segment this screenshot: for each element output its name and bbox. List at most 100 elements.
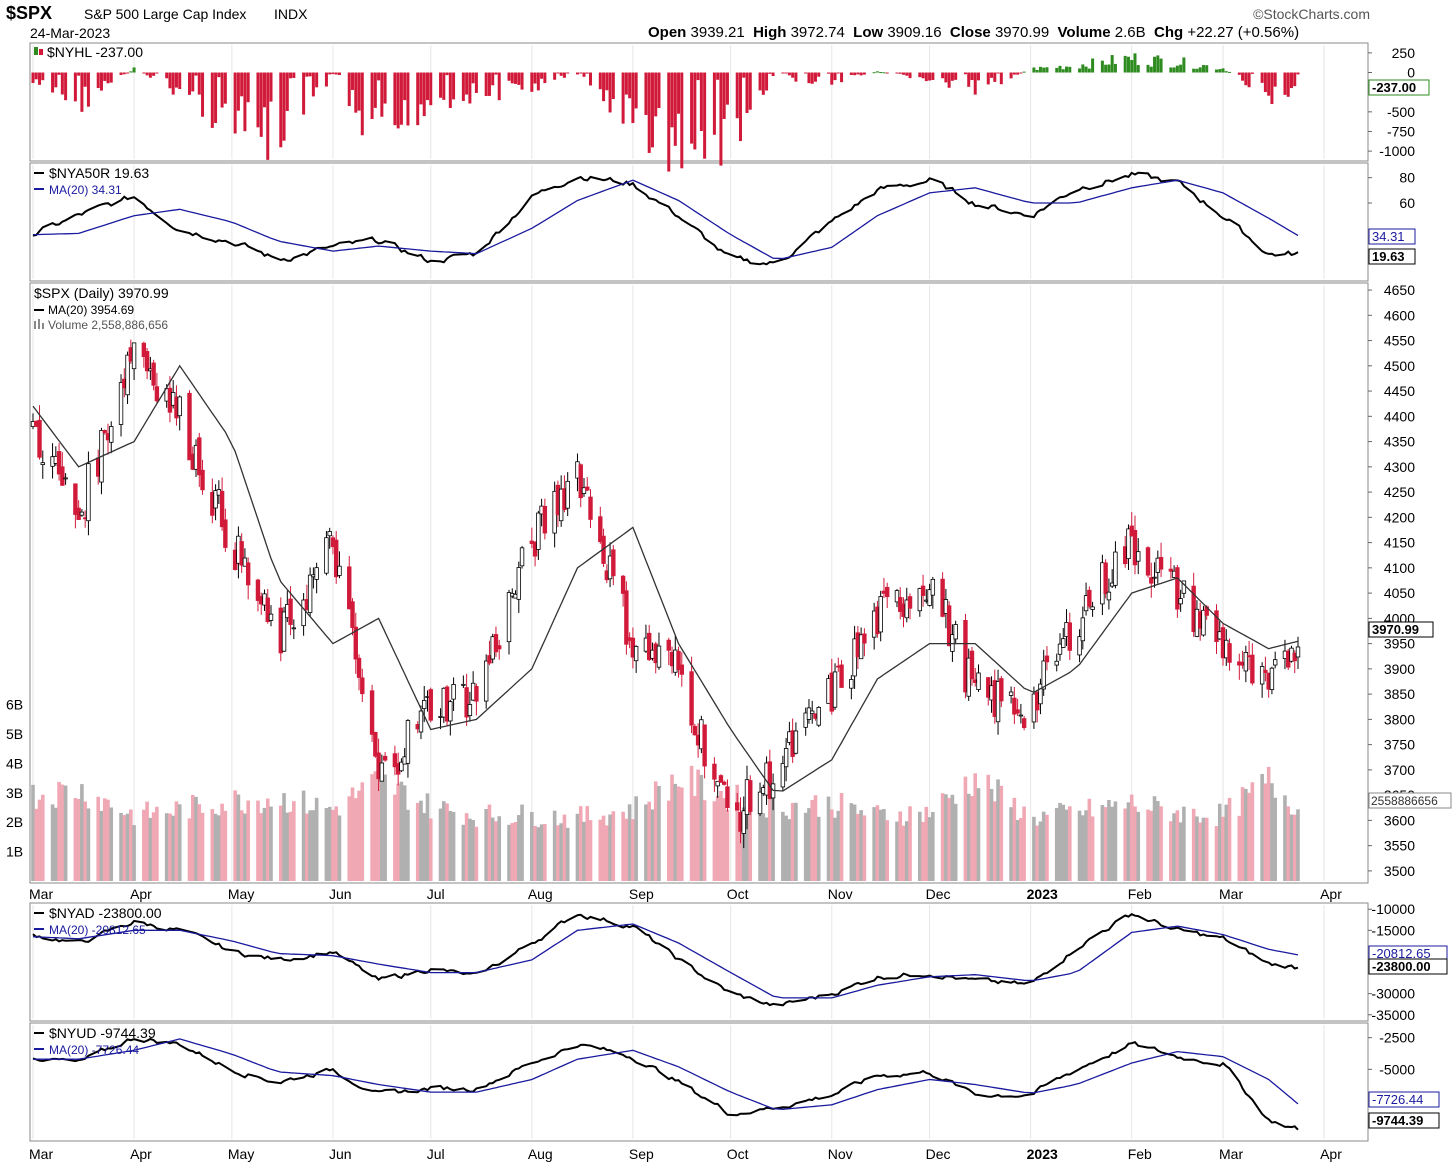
nyhl-bar	[804, 72, 808, 74]
volume-bar	[859, 810, 863, 881]
volume-bar	[1133, 806, 1137, 881]
nyad-panel-frame	[29, 902, 1369, 1022]
volume-bar	[262, 807, 267, 881]
volume-bar	[31, 784, 35, 881]
nyhl-bar	[1009, 72, 1013, 79]
open-label: Open	[648, 24, 687, 41]
spx-candle-body	[350, 601, 355, 628]
volume-bar	[807, 808, 811, 881]
volume-tick-label: 2B	[6, 814, 23, 830]
volume-bar	[445, 803, 449, 881]
spx-candle-body	[187, 392, 192, 461]
volume-bar	[872, 807, 876, 881]
spx-candle-body	[467, 704, 473, 717]
spx-candle-body	[904, 599, 909, 619]
volume-bar	[901, 825, 906, 881]
volume-bar	[197, 804, 202, 881]
volume-label: Volume	[1057, 24, 1111, 41]
volume-bar	[878, 809, 883, 881]
volume-bar	[562, 814, 567, 881]
volume-bar	[243, 813, 247, 881]
nyhl-bar	[879, 72, 883, 74]
volume-bar	[96, 796, 101, 881]
volume-bar	[1156, 800, 1160, 881]
volume-bar	[484, 808, 488, 881]
nyhl-bar	[220, 72, 224, 108]
nyhl-bar	[236, 72, 240, 111]
spx-price-tick-label: 4600	[1384, 307, 1415, 323]
nyhl-bar	[1136, 65, 1140, 73]
x-tick-label: Jun	[329, 886, 352, 902]
nyhl-bar	[1022, 71, 1026, 73]
nyud-panel	[32, 1037, 1299, 1131]
nyhl-bar	[266, 72, 270, 160]
spx-price-tick-label: 4450	[1384, 383, 1415, 399]
spx-price-tick-label: 3600	[1384, 812, 1415, 828]
nyhl-bar	[64, 72, 68, 101]
volume-bar	[334, 806, 339, 881]
nyhl-bar	[292, 72, 296, 78]
nyhl-bar	[696, 72, 700, 81]
volume-bar	[536, 827, 541, 881]
nyhl-bar	[722, 72, 726, 120]
nyhl-bar	[302, 72, 306, 115]
spx-candle-body	[620, 575, 626, 594]
volume-bar	[142, 809, 146, 881]
nyhl-bar	[768, 72, 772, 74]
nyhl-bar	[1247, 72, 1251, 88]
panel-frames	[29, 42, 1369, 1142]
nyhl-bar	[673, 72, 677, 146]
nyhl-bar	[986, 72, 990, 85]
volume-bar	[516, 815, 521, 881]
nyhl-bar	[1270, 72, 1274, 105]
nyhl-bar	[905, 72, 909, 76]
spx-candle-body	[565, 480, 570, 509]
volume-bar	[680, 787, 684, 881]
volume-bar	[1159, 806, 1163, 881]
volume-bar	[745, 795, 749, 881]
spx-candle-body	[885, 586, 890, 598]
nyad-legend: $NYAD -23800.00 MA(20) -20812.65	[34, 905, 162, 937]
volume-bar	[164, 813, 169, 881]
spx-candle-body	[141, 342, 147, 358]
volume-bar	[787, 819, 792, 881]
nyhl-bar	[191, 72, 195, 92]
volume-bar	[402, 785, 407, 881]
nyhl-legend-text: $NYHL -237.00	[47, 44, 143, 60]
x-tick-label: 2023	[1027, 1146, 1058, 1162]
volume-bar	[908, 806, 912, 881]
volume-bar	[83, 801, 87, 881]
volume-bar	[1041, 811, 1046, 881]
volume-bar	[40, 794, 45, 881]
nyhl-bar	[351, 72, 355, 90]
spx-price-tick-label: 4050	[1384, 585, 1415, 601]
spx-candle-body	[953, 624, 958, 640]
volume-bar	[1270, 783, 1274, 881]
spx-candle-body	[464, 687, 469, 718]
volume-bar	[288, 811, 293, 881]
volume-bar	[1032, 816, 1036, 881]
volume-bar	[399, 781, 404, 881]
volume-bar	[996, 779, 1000, 881]
chg-label: Chg	[1153, 24, 1184, 41]
spx-candle-body	[1132, 530, 1138, 566]
nyhl-bar	[1055, 67, 1059, 73]
volume-bar	[494, 821, 498, 881]
nyhl-panel	[31, 53, 1300, 172]
nyhl-bar	[862, 72, 866, 75]
spx-price-tick-label: 4400	[1384, 408, 1415, 424]
nyhl-bar	[872, 72, 876, 74]
volume-tick-label: 5B	[6, 726, 23, 742]
nyhl-bar	[214, 72, 218, 123]
nyhl-bar	[559, 72, 563, 76]
spx-candle-body	[542, 505, 548, 534]
volume-tick-label: 3B	[6, 785, 23, 801]
nyhl-bar	[142, 72, 146, 74]
nyhl-bar	[859, 72, 863, 76]
nyhl-bar	[106, 72, 110, 84]
volume-bar	[34, 808, 39, 881]
volume-bar	[931, 811, 935, 881]
volume-bar	[99, 810, 104, 881]
nyhl-legend: $NYHL -237.00	[34, 44, 143, 60]
nyhl-bar	[1123, 55, 1127, 73]
